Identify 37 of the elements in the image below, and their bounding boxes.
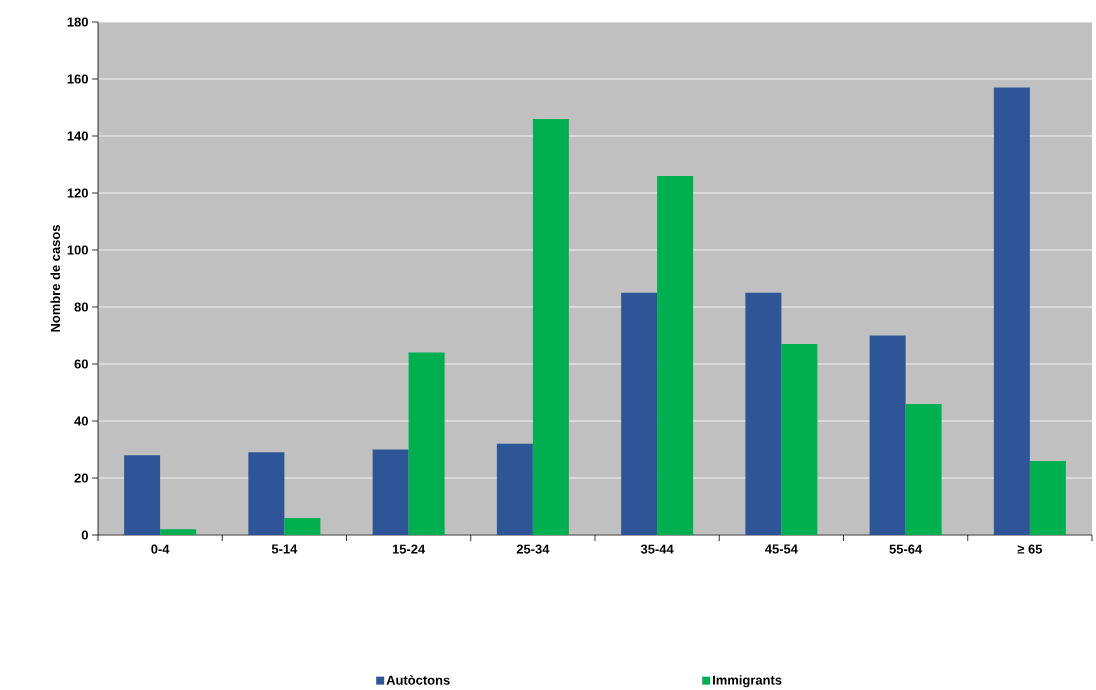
bar bbox=[496, 443, 533, 535]
y-axis-title: Nombre de casos bbox=[50, 225, 61, 332]
y-tick-label: 20 bbox=[74, 473, 88, 483]
legend-label: Immigrants bbox=[713, 675, 782, 688]
y-tick-label: 60 bbox=[74, 359, 88, 369]
bar bbox=[781, 344, 818, 535]
x-tick-label: 55-64 bbox=[889, 544, 923, 554]
bar bbox=[1029, 460, 1066, 535]
y-tick-label: 80 bbox=[74, 302, 88, 312]
x-tick-label: 5-14 bbox=[271, 544, 298, 554]
x-tick-label: 15-24 bbox=[392, 544, 426, 554]
bar bbox=[160, 529, 197, 535]
y-tick-label: 40 bbox=[74, 416, 88, 426]
legend-label: Autòctons bbox=[386, 675, 450, 685]
bar bbox=[869, 335, 906, 535]
y-tick-label: 180 bbox=[67, 17, 88, 27]
bar bbox=[657, 175, 694, 535]
y-tick-label: 120 bbox=[67, 188, 88, 198]
x-tick-label: ≥ 65 bbox=[1017, 544, 1043, 554]
x-tick-label: 25-34 bbox=[516, 544, 550, 554]
bar bbox=[905, 403, 942, 535]
bar bbox=[284, 517, 321, 535]
bar bbox=[745, 292, 782, 535]
y-tick-label: 100 bbox=[67, 245, 88, 255]
y-tick-label: 0 bbox=[81, 530, 88, 540]
y-tick-label: 140 bbox=[67, 131, 88, 141]
bar bbox=[532, 118, 569, 535]
bar bbox=[408, 352, 445, 535]
bar bbox=[372, 449, 409, 535]
x-tick-label: 0-4 bbox=[151, 544, 170, 554]
bar bbox=[124, 455, 161, 535]
x-tick-label: 45-54 bbox=[765, 544, 798, 554]
bar bbox=[248, 452, 285, 535]
y-tick-label: 160 bbox=[67, 74, 88, 84]
bar bbox=[993, 87, 1030, 535]
bar bbox=[621, 292, 658, 535]
x-tick-label: 35-44 bbox=[640, 544, 674, 554]
